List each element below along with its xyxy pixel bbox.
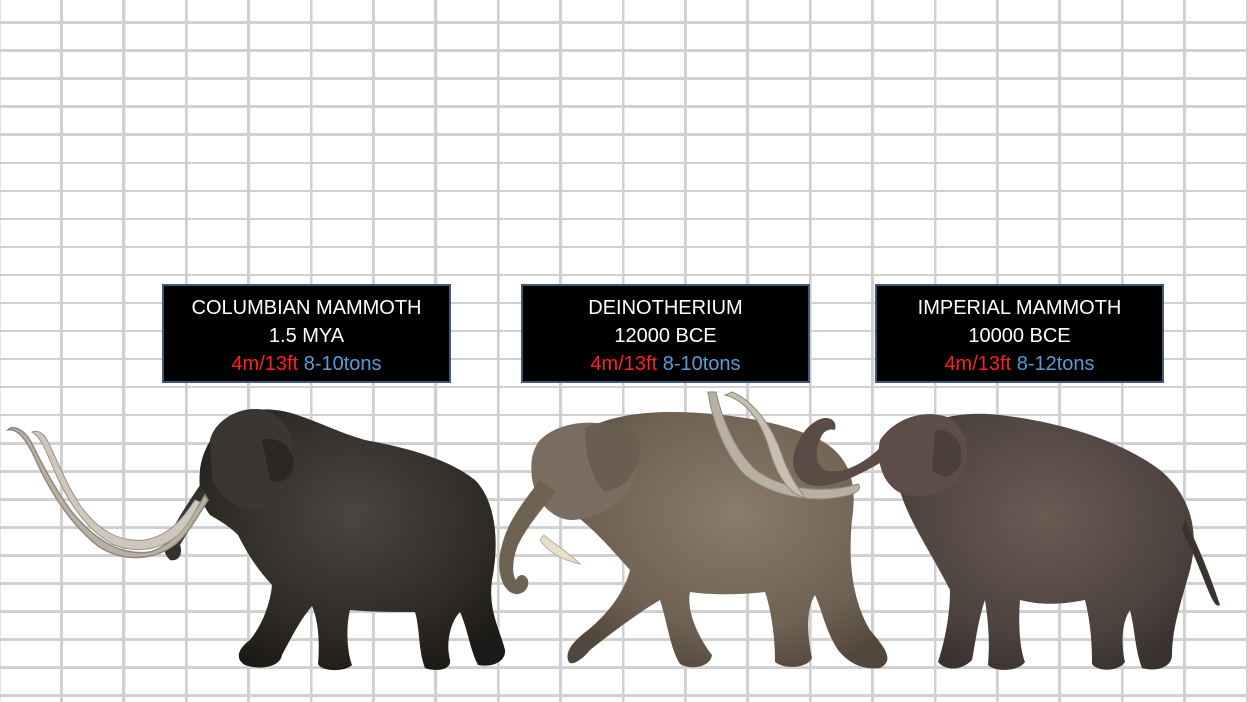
animal-height: 4m/13ft [231, 353, 299, 375]
imperial-mammoth-label: IMPERIAL MAMMOTH 10000 BCE 4m/13ft 8-12t… [875, 284, 1164, 383]
animal-stats: 4m/13ft 8-10tons [523, 350, 808, 378]
animal-weight: 8-12tons [1016, 353, 1095, 375]
animal-weight: 8-10tons [662, 353, 741, 375]
animal-height: 4m/13ft [590, 353, 658, 375]
animal-era: 12000 BCE [614, 325, 717, 347]
animal-name: DEINOTHERIUM [588, 297, 743, 319]
animal-era: 10000 BCE [968, 325, 1071, 347]
animal-stats: 4m/13ft 8-10tons [164, 350, 449, 378]
animal-stats: 4m/13ft 8-12tons [877, 350, 1162, 378]
animal-height: 4m/13ft [944, 353, 1012, 375]
animal-weight: 8-10tons [303, 353, 382, 375]
animal-name: COLUMBIAN MAMMOTH [191, 297, 422, 319]
animal-name: IMPERIAL MAMMOTH [917, 297, 1122, 319]
deinotherium-label: DEINOTHERIUM 12000 BCE 4m/13ft 8-10tons [521, 284, 810, 383]
animal-era: 1.5 MYA [268, 325, 345, 347]
columbian-mammoth-label: COLUMBIAN MAMMOTH 1.5 MYA 4m/13ft 8-10to… [162, 284, 451, 383]
